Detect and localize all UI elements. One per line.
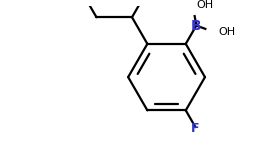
- Text: OH: OH: [218, 27, 235, 37]
- Text: F: F: [191, 122, 200, 135]
- Text: OH: OH: [197, 0, 214, 10]
- Text: B: B: [191, 19, 202, 33]
